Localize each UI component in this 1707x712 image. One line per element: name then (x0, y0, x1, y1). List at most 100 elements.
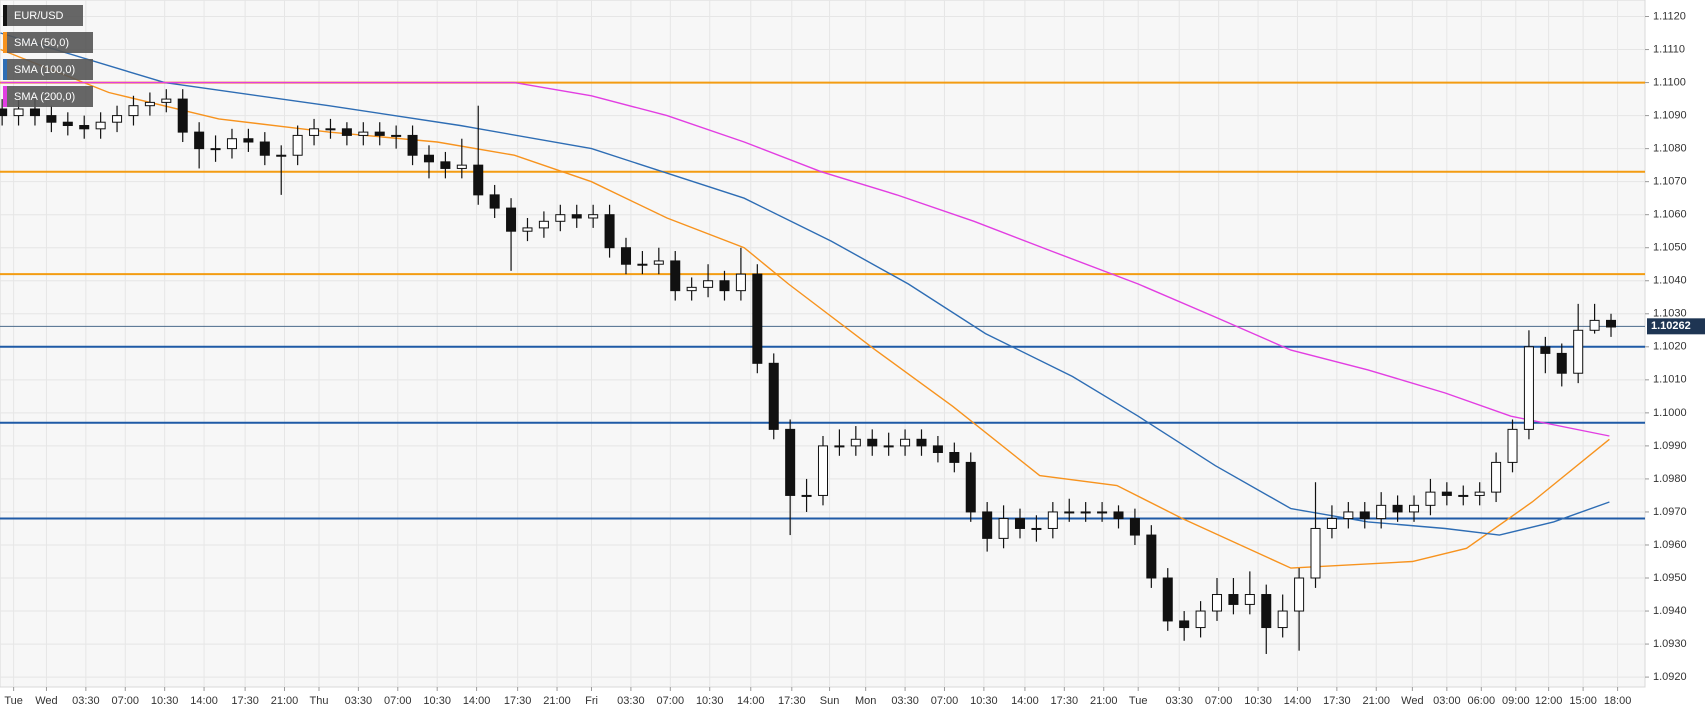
candle-body (1261, 594, 1272, 629)
candle-body (1326, 518, 1337, 529)
candle-body (1097, 511, 1108, 514)
candle-body (965, 461, 976, 513)
x-tick-label: 17:30 (1323, 695, 1351, 707)
y-tick-label: 1.1050 (1653, 242, 1687, 254)
candle-body (1606, 319, 1617, 328)
x-tick-label: 14:00 (1011, 695, 1039, 707)
x-tick-label: 15:00 (1569, 695, 1597, 707)
candle-body (916, 438, 927, 447)
candle-body (1507, 428, 1518, 463)
candle-body (522, 227, 533, 232)
x-tick-label: 10:30 (970, 695, 998, 707)
x-tick-label: 14:00 (1284, 695, 1312, 707)
candle-body (670, 260, 681, 292)
x-tick-label: 07:00 (657, 695, 685, 707)
candle-body (1376, 504, 1387, 520)
x-tick-label: 21:00 (543, 695, 571, 707)
candle-body (555, 214, 566, 222)
candle-body (850, 438, 861, 447)
candle-body (1458, 494, 1469, 497)
x-tick-label: 09:00 (1502, 695, 1530, 707)
x-tick-label: 10:30 (151, 695, 179, 707)
candle-body (1031, 527, 1042, 530)
candle-body (1129, 518, 1140, 536)
candle-body (473, 164, 484, 196)
candle-body (1080, 511, 1091, 514)
candle-body (13, 108, 24, 117)
candle-body (456, 164, 467, 169)
x-tick-label: 10:30 (423, 695, 451, 707)
x-tick-label: Sun (820, 695, 840, 707)
candle-body (161, 98, 172, 103)
x-tick-label: 10:30 (1244, 695, 1272, 707)
candle-body (883, 445, 894, 448)
legend-box (3, 86, 93, 107)
x-tick-label: 21:00 (1362, 695, 1390, 707)
candle-body (604, 214, 615, 249)
x-tick-label: 03:30 (72, 695, 100, 707)
candle-body (1491, 461, 1502, 493)
candle-body (1113, 511, 1124, 520)
legend-label: SMA (200,0) (14, 91, 75, 103)
legend-swatch (3, 32, 7, 53)
candle-body (391, 134, 402, 137)
x-tick-label: 17:30 (1051, 695, 1079, 707)
x-tick-label: 03:30 (617, 695, 645, 707)
legend-box (3, 59, 93, 80)
x-tick-label: 07:00 (111, 695, 139, 707)
candle-body (998, 518, 1009, 539)
legend-label: SMA (50,0) (14, 37, 69, 49)
candle-body (29, 108, 40, 117)
x-tick-label: 14:00 (463, 695, 491, 707)
candle-body (719, 280, 730, 292)
y-tick-label: 1.1010 (1653, 374, 1687, 386)
candle-body (1047, 511, 1058, 529)
candle-body (1589, 319, 1600, 331)
candle-body (259, 141, 270, 156)
x-tick-label: Tue (1129, 695, 1148, 707)
last-price-tag (1647, 318, 1705, 335)
candle-body (1540, 346, 1551, 354)
legend-swatch (3, 86, 7, 107)
sma-line (0, 81, 1610, 437)
candle-body (1014, 518, 1026, 529)
legend-label: SMA (100,0) (14, 64, 75, 76)
candle-body (226, 138, 237, 150)
y-tick-label: 1.1070 (1653, 176, 1687, 188)
x-tick-label: 07:00 (931, 695, 959, 707)
candle-body (128, 105, 139, 117)
plot-area (0, 0, 1646, 688)
candle-body (276, 154, 287, 157)
candle-body (637, 263, 648, 266)
x-tick-label: 07:00 (1205, 695, 1233, 707)
candle-body (1211, 594, 1223, 612)
legend-box (3, 32, 93, 53)
candle-body (1425, 491, 1436, 506)
candle-body (325, 128, 336, 131)
candle-body (210, 148, 221, 151)
x-tick-label: Tue (4, 695, 23, 707)
candle-body (1195, 610, 1206, 629)
x-tick-label: 03:00 (1433, 695, 1461, 707)
candle-body (653, 260, 664, 265)
candle-body (620, 247, 632, 265)
candle-body (949, 451, 960, 463)
x-tick-label: Thu (310, 695, 329, 707)
candle-body (1064, 511, 1075, 514)
y-tick-label: 1.1020 (1653, 341, 1687, 353)
candle-body (538, 220, 549, 229)
candle-body (292, 134, 303, 156)
y-tick-label: 1.1030 (1653, 308, 1687, 320)
candle-body (177, 98, 188, 133)
candle-body (817, 445, 829, 496)
candle-body (703, 280, 714, 288)
y-tick-label: 1.1060 (1653, 209, 1687, 221)
candle-body (440, 161, 451, 169)
candle-body (1523, 346, 1534, 430)
candle-body (801, 494, 812, 497)
candle-body (1179, 620, 1190, 629)
candle-body (489, 194, 500, 209)
candle-body (423, 154, 434, 163)
candle-body (834, 445, 845, 448)
